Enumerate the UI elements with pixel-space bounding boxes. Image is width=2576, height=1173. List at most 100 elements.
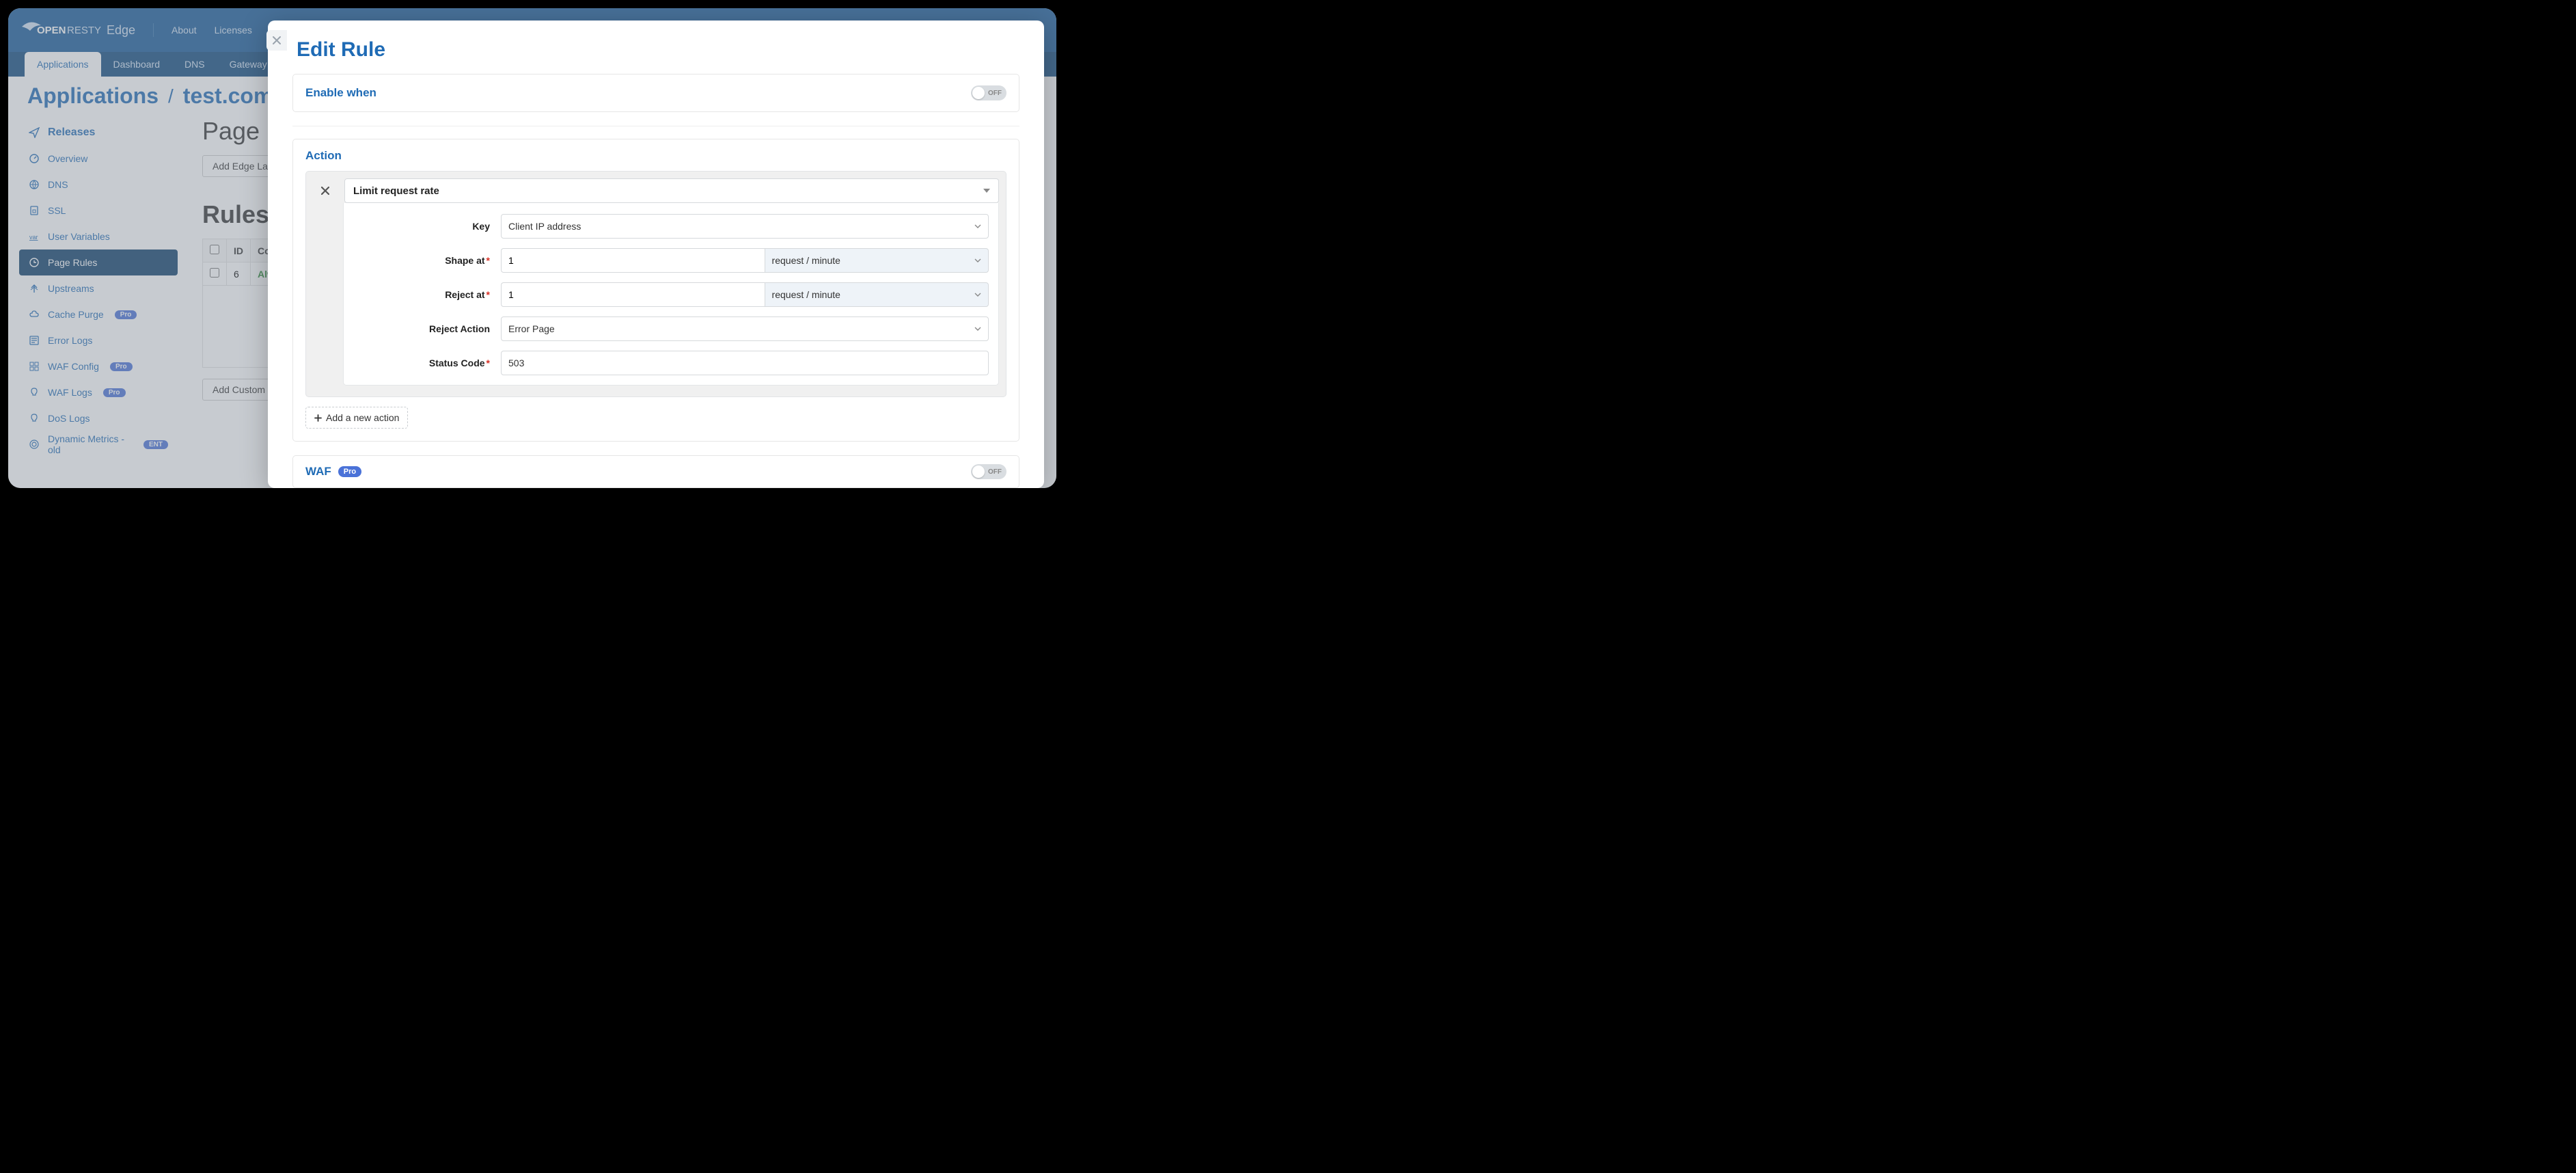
svg-text:var: var — [29, 234, 38, 241]
shape-at-unit: request / minute — [772, 255, 840, 266]
sidebar-item-user-variables[interactable]: var User Variables — [19, 224, 178, 250]
shape-at-unit-select[interactable]: request / minute — [765, 248, 989, 273]
topnav-about[interactable]: About — [172, 25, 197, 36]
add-action-button[interactable]: Add a new action — [305, 407, 408, 429]
paper-plane-icon — [29, 127, 40, 138]
sidebar-item-releases[interactable]: Releases — [19, 120, 178, 146]
sidebar-item-label: Upstreams — [48, 283, 94, 294]
close-icon — [271, 35, 282, 46]
remove-action-button[interactable] — [313, 179, 338, 202]
sidebar-item-dos-logs[interactable]: DoS Logs — [19, 405, 178, 431]
sidebar-item-ssl[interactable]: SSL — [19, 198, 178, 224]
clock-icon — [29, 257, 40, 268]
toggle-off-label: OFF — [988, 90, 1002, 97]
status-code-input[interactable] — [501, 351, 989, 375]
sidebar: Releases Overview DNS SSL var User Variables P… — [8, 111, 189, 486]
action-block: Limit request rate Key Client IP address — [305, 171, 1006, 397]
top-nav: About Licenses — [172, 25, 252, 36]
brand: OPEN RESTY Edge — [20, 19, 135, 41]
enable-when-panel: Enable when OFF — [292, 74, 1019, 112]
waf-panel: WAF Pro OFF — [292, 455, 1019, 488]
sidebar-item-cache-purge[interactable]: Cache PurgePro — [19, 301, 178, 327]
breadcrumb-current: test.com — [183, 83, 273, 109]
var-icon: var — [29, 231, 40, 242]
modal-close-button[interactable] — [266, 30, 287, 51]
sidebar-pill: ENT — [143, 440, 168, 449]
waf-title: WAF — [305, 465, 331, 478]
reject-at-unit: request / minute — [772, 289, 840, 300]
lock-doc-icon — [29, 205, 40, 216]
up-icon — [29, 283, 40, 294]
row-checkbox[interactable] — [210, 268, 219, 278]
modal-title: Edit Rule — [297, 38, 1019, 62]
sidebar-pill: Pro — [115, 310, 137, 319]
enable-when-toggle[interactable]: OFF — [971, 85, 1006, 100]
status-code-label: Status Code* — [353, 358, 490, 368]
target-icon — [29, 439, 40, 450]
tab-applications[interactable]: Applications — [25, 52, 101, 77]
chevron-down-icon — [983, 189, 990, 193]
key-value: Client IP address — [508, 221, 581, 232]
action-type-select[interactable]: Limit request rate — [344, 178, 999, 203]
reject-at-input[interactable] — [501, 282, 765, 307]
waf-toggle[interactable]: OFF — [971, 464, 1006, 479]
remove-icon — [321, 187, 329, 195]
topnav-licenses[interactable]: Licenses — [215, 25, 252, 36]
waf-toggle-label: OFF — [988, 468, 1002, 476]
reject-at-unit-select[interactable]: request / minute — [765, 282, 989, 307]
shape-at-input[interactable] — [501, 248, 765, 273]
sidebar-item-label: WAF Logs — [48, 387, 92, 398]
sidebar-item-error-logs[interactable]: Error Logs — [19, 327, 178, 353]
sidebar-item-overview[interactable]: Overview — [19, 146, 178, 172]
sidebar-item-dns[interactable]: DNS — [19, 172, 178, 198]
breadcrumb-root[interactable]: Applications — [27, 83, 159, 109]
col-id: ID — [227, 239, 251, 262]
sidebar-item-dynamic-metrics[interactable]: Dynamic Metrics - old ENT — [19, 431, 178, 457]
chevron-down-icon — [974, 257, 981, 264]
brand-sub: Edge — [107, 23, 135, 38]
breadcrumb-sep: / — [168, 85, 174, 107]
sidebar-item-label: Releases — [48, 126, 95, 139]
tab-dns[interactable]: DNS — [172, 52, 217, 77]
key-label: Key — [353, 221, 490, 232]
sidebar-item-label: Dynamic Metrics - old — [48, 433, 133, 455]
app-shell: OPEN RESTY Edge About Licenses Applicati… — [8, 8, 1056, 488]
reject-action-select[interactable]: Error Page — [501, 316, 989, 341]
sidebar-item-label: WAF Config — [48, 361, 99, 372]
cell-id: 6 — [227, 262, 251, 286]
sidebar-item-label: DoS Logs — [48, 413, 90, 424]
brand-logo: OPEN RESTY — [20, 19, 102, 41]
chevron-down-icon — [974, 325, 981, 332]
gauge-icon — [29, 153, 40, 164]
select-all-checkbox[interactable] — [210, 245, 219, 254]
plus-icon — [314, 414, 322, 422]
waf-pill: Pro — [338, 466, 361, 477]
sidebar-item-label: Overview — [48, 153, 87, 164]
sidebar-item-upstreams[interactable]: Upstreams — [19, 275, 178, 301]
list-icon — [29, 335, 40, 346]
shape-at-label: Shape at* — [353, 255, 490, 266]
key-select[interactable]: Client IP address — [501, 214, 989, 239]
cloud-icon — [29, 309, 40, 320]
divider — [153, 23, 154, 37]
action-title: Action — [305, 149, 342, 163]
sidebar-item-waf-config[interactable]: WAF Config Pro — [19, 353, 178, 379]
action-panel: Action Limit request rate — [292, 139, 1019, 442]
sidebar-item-label: User Variables — [48, 231, 110, 242]
add-action-label: Add a new action — [326, 412, 399, 423]
grid-icon — [29, 361, 40, 372]
enable-when-title: Enable when — [305, 86, 376, 100]
svg-text:RESTY: RESTY — [67, 25, 101, 36]
reject-action-value: Error Page — [508, 323, 555, 334]
edit-rule-modal: Edit Rule Enable when OFF Action — [268, 21, 1044, 488]
action-form: Key Client IP address Shape at* — [343, 203, 999, 386]
bulb-icon — [29, 413, 40, 424]
chevron-down-icon — [974, 223, 981, 230]
sidebar-pill: Pro — [110, 362, 133, 371]
sidebar-item-label: DNS — [48, 179, 68, 190]
sidebar-item-waf-logs[interactable]: WAF LogsPro — [19, 379, 178, 405]
bulb-icon — [29, 387, 40, 398]
sidebar-item-page-rules[interactable]: Page Rules — [19, 250, 178, 275]
tab-dashboard[interactable]: Dashboard — [101, 52, 173, 77]
svg-text:OPEN: OPEN — [37, 25, 66, 36]
